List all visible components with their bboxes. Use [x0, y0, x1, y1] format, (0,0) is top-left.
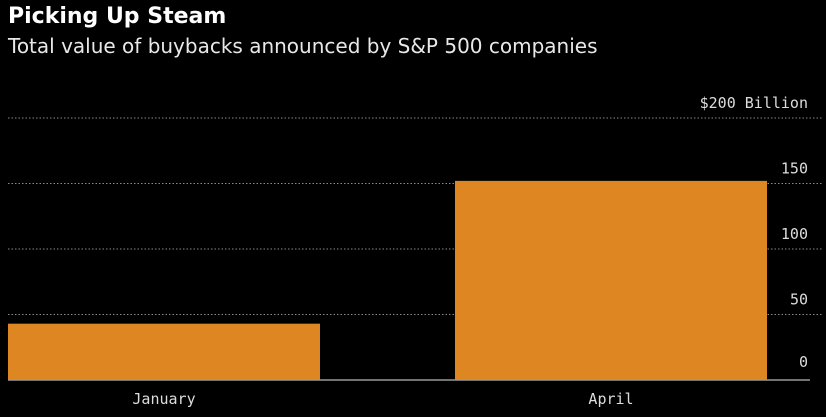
y-tick-label: $200 Billion [700, 94, 808, 112]
chart-subtitle: Total value of buybacks announced by S&P… [8, 34, 598, 58]
x-tick-label: April [588, 390, 633, 408]
y-tick-label: 0 [799, 353, 808, 371]
x-tick-label: January [132, 390, 195, 408]
bar-january [8, 323, 320, 380]
y-tick-label: 150 [781, 160, 808, 178]
y-tick-label: 100 [781, 225, 808, 243]
y-tick-label: 50 [790, 291, 808, 309]
chart-title: Picking Up Steam [8, 4, 227, 29]
bar-april [455, 180, 767, 380]
